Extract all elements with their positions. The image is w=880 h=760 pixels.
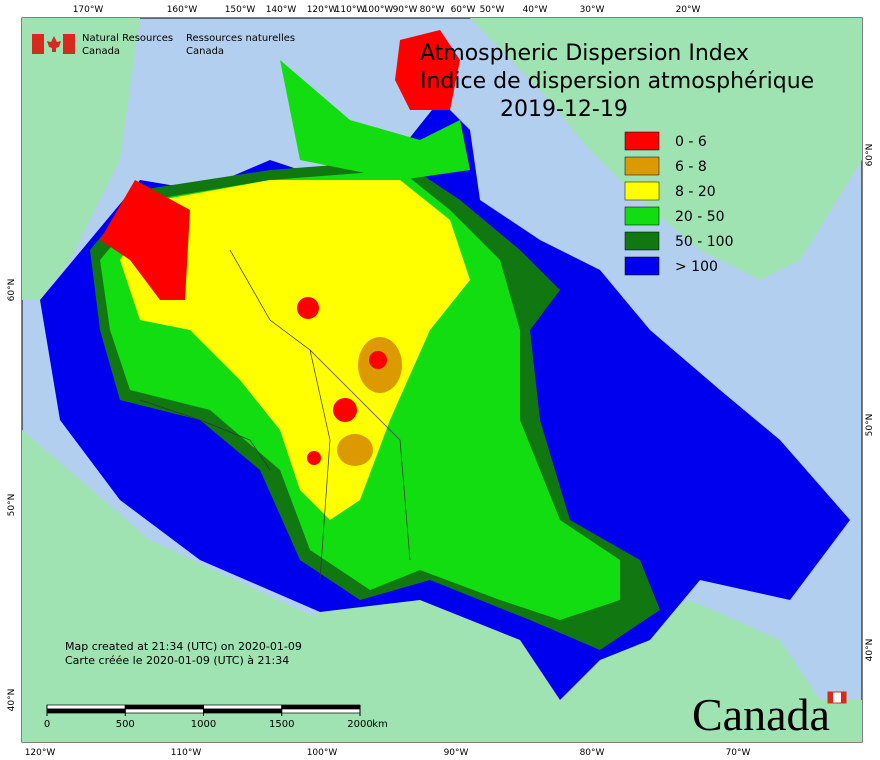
scale-segment [124,708,204,714]
wordmark-flag [828,692,833,703]
longitude-label: 170°W [73,5,104,15]
scale-label: 2000 [347,719,372,730]
legend-swatch [624,231,660,251]
wordmark: Canada [692,689,830,740]
longitude-label: 100°W [363,5,394,15]
legend-label: 8 - 20 [675,184,716,200]
scale-segment [203,708,283,714]
scale-label: 1000 [191,719,216,730]
legend-label: 0 - 6 [675,134,707,150]
note: Carte créée le 2020-01-09 (UTC) à 21:34 [65,654,289,667]
alaska [22,18,140,300]
legend-label: 20 - 50 [675,209,725,225]
latitude-label: 40°N [7,689,17,712]
scale-label: 1500 [269,719,294,730]
arctic-islands [280,60,470,180]
latitude-label: 60°N [7,279,17,302]
title-fr: Indice de dispersion atmosphérique [420,69,814,94]
longitude-label: 90°W [393,5,418,15]
longitude-label: 110°W [171,748,202,758]
longitude-label: 120°W [25,748,56,758]
legend-swatch [624,256,660,276]
agency-fr: Ressources naturelles [186,33,295,44]
legend-label: 50 - 100 [675,234,734,250]
greenland [470,18,862,280]
longitude-label: 80°W [580,748,605,758]
zone-0-6 [395,30,460,110]
latitude-label: 50°N [865,414,875,437]
longitude-label: 110°W [335,5,366,15]
scale-label: 500 [116,719,135,730]
latitude-label: 50°N [7,494,17,517]
longitude-label: 40°W [523,5,548,15]
usa [22,430,862,742]
zone-0-6 [307,451,321,465]
longitude-label: 120°W [307,5,338,15]
scale-segment [203,704,283,710]
agency-fr: Canada [186,46,224,57]
longitude-label: 90°W [444,748,469,758]
zone-8-20 [120,180,470,520]
scale-segment [124,704,204,710]
scale-segment [46,704,126,710]
zone-0-6 [100,180,190,300]
note: Map created at 21:34 (UTC) on 2020-01-09 [65,640,302,653]
flag-bar [32,34,44,54]
longitude-label: 20°W [676,5,701,15]
latitude-label: 40°N [865,639,875,662]
legend-swatch [624,181,660,201]
agency-en: Natural Resources [82,33,173,44]
scale-unit: km [372,719,388,730]
latitude-label: 60°N [865,144,875,167]
borders [139,249,411,581]
legend-swatch [624,156,660,176]
flag-bar [63,34,75,54]
legend-swatch [624,206,660,226]
longitude-label: 150°W [225,5,256,15]
longitude-label: 80°W [420,5,445,15]
scale-label: 0 [44,719,50,730]
wordmark-flag [841,692,846,703]
longitude-label: 50°W [480,5,505,15]
flag-leaf [47,36,61,52]
date: 2019-12-19 [500,97,628,122]
legend-swatch [624,131,660,151]
agency-en: Canada [82,46,120,57]
longitude-label: 140°W [266,5,297,15]
longitude-label: 30°W [580,5,605,15]
scale-segment [281,708,361,714]
scale-segment [46,708,126,714]
longitude-label: 70°W [726,748,751,758]
longitude-label: 160°W [167,5,198,15]
zone-0-6 [369,351,387,369]
zone-0-6 [333,398,357,422]
scale-segment [281,704,361,710]
longitude-label: 60°W [451,5,476,15]
legend-label: 6 - 8 [675,159,707,175]
longitude-label: 100°W [307,748,338,758]
zone-0-6 [297,297,319,319]
title-en: Atmospheric Dispersion Index [420,41,749,66]
legend-label: > 100 [675,259,718,275]
zone-6-8 [337,434,373,466]
